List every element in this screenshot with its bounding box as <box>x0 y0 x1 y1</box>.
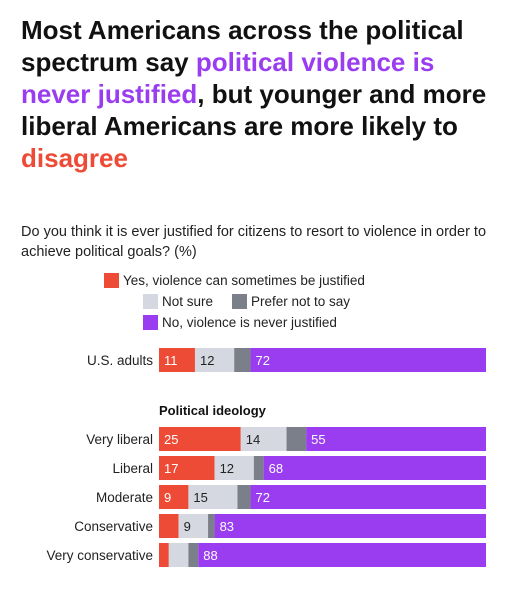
bar-segment-not-sure <box>168 543 189 567</box>
bar-segment-prefer-not <box>253 456 264 480</box>
data-label: 11 <box>164 353 178 368</box>
bar-segment-prefer-not <box>234 348 251 372</box>
bar-segment-no <box>263 456 486 480</box>
bar-segment-yes <box>159 348 195 372</box>
chart-subtitle: Do you think it is ever justified for ci… <box>21 224 487 260</box>
data-label: 12 <box>220 461 234 476</box>
bar-segment-yes <box>159 543 169 567</box>
data-label: 72 <box>256 490 270 505</box>
row-label: Liberal <box>112 461 153 476</box>
title-highlight-never-justified: political violence is never justified <box>21 47 435 109</box>
data-label: 15 <box>193 490 207 505</box>
data-label: 12 <box>200 353 214 368</box>
title-part-1: Most Americans across the political spec… <box>21 15 464 77</box>
row-label: U.S. adults <box>87 353 153 368</box>
data-label: 68 <box>269 461 283 476</box>
legend-swatch-not-sure <box>143 294 158 309</box>
title-highlight-disagree: disagree <box>21 143 128 173</box>
data-label: 14 <box>246 432 260 447</box>
bar-segment-prefer-not <box>286 427 307 451</box>
bar-segment-no <box>250 485 486 509</box>
bar-segment-no <box>306 427 486 451</box>
bar-segment-yes <box>159 427 241 451</box>
data-label: 88 <box>203 548 217 563</box>
data-label: 9 <box>164 490 171 505</box>
bar-segment-not-sure <box>178 514 209 538</box>
data-label: 83 <box>220 519 234 534</box>
bar-segment-not-sure <box>188 485 238 509</box>
data-label: 72 <box>256 353 270 368</box>
bar-segment-yes <box>159 514 179 538</box>
row-label: Conservative <box>74 519 153 534</box>
data-label: 17 <box>164 461 178 476</box>
bar-segment-not-sure <box>214 456 254 480</box>
legend-label-yes: Yes, violence can sometimes be justified <box>123 273 365 288</box>
legend-swatch-yes <box>104 273 119 288</box>
row-label: Very liberal <box>86 432 153 447</box>
legend-label-prefer-not: Prefer not to say <box>251 294 350 309</box>
bar-segment-not-sure <box>240 427 287 451</box>
row-label: Moderate <box>96 490 153 505</box>
legend-label-not-sure: Not sure <box>162 294 213 309</box>
title-part-2: , but younger and more liberal Americans… <box>21 79 487 141</box>
legend-label-no: No, violence is never justified <box>162 315 337 330</box>
bar-segment-prefer-not <box>188 543 199 567</box>
bar-segment-not-sure <box>194 348 235 372</box>
bar-segment-prefer-not <box>237 485 251 509</box>
section-heading: Political ideology <box>159 403 267 418</box>
data-label: 9 <box>184 519 191 534</box>
bar-segment-prefer-not <box>208 514 215 538</box>
legend-swatch-prefer-not <box>232 294 247 309</box>
chart-title: Most Americans across the political spec… <box>21 14 491 174</box>
data-label: 25 <box>164 432 178 447</box>
bar-segment-yes <box>159 456 215 480</box>
data-label: 55 <box>311 432 325 447</box>
legend-swatch-no <box>143 315 158 330</box>
row-label: Very conservative <box>46 548 153 563</box>
bar-segment-yes <box>159 485 189 509</box>
bar-segment-no <box>250 348 486 372</box>
bar-segment-no <box>214 514 486 538</box>
bar-segment-no <box>198 543 487 567</box>
